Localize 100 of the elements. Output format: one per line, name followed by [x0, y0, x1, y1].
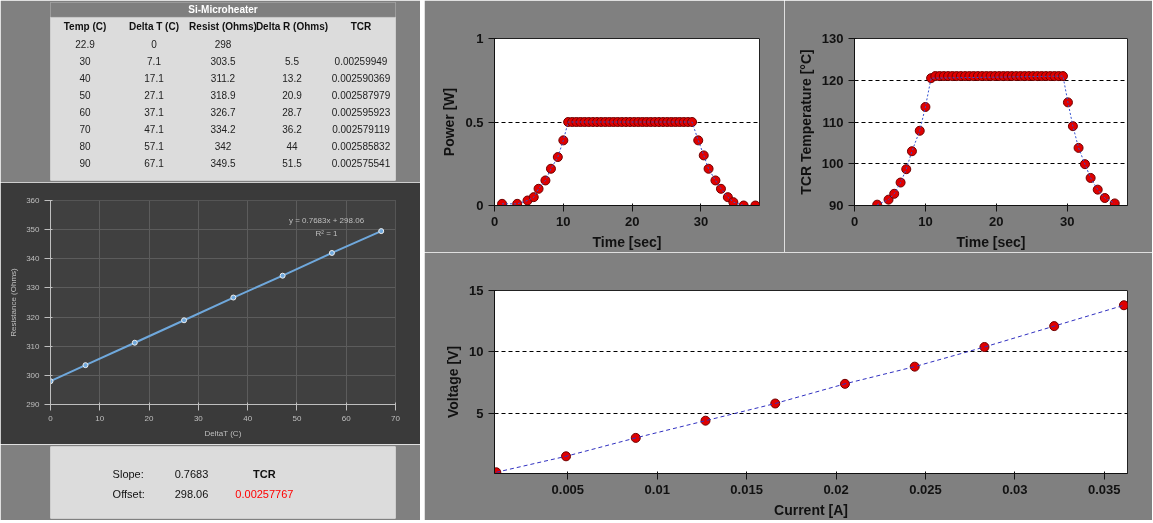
category-label: Delta R (Ohms) — [255, 20, 329, 32]
y-tick-label: 15 — [469, 283, 484, 298]
category-label: Resist (Ohms) — [189, 20, 257, 32]
y-tick-label: 300 — [26, 370, 41, 380]
text: 20.9 — [282, 90, 303, 102]
x-tick-label: 60 — [341, 413, 352, 423]
text: 303.5 — [210, 56, 236, 68]
x-axis-title: Time [sec] — [956, 233, 1026, 250]
x-tick-label: 20 — [624, 213, 640, 229]
x-tick-label: 10 — [95, 413, 105, 423]
x-axis-title: Current [A] — [774, 501, 848, 518]
y-tick-label: 90 — [829, 198, 844, 213]
text: 0.002585832 — [331, 141, 391, 153]
text: 0.00257767 — [235, 488, 294, 501]
text: 57.1 — [144, 141, 165, 153]
text: Si-Microheater — [188, 4, 258, 16]
text: 298 — [214, 38, 232, 50]
y-tick-label: 100 — [821, 156, 844, 172]
text: 27.1 — [144, 90, 165, 102]
text: 0 — [151, 38, 158, 50]
x-axis-title: Time [sec] — [592, 233, 662, 250]
text: 0.00259949 — [334, 56, 388, 68]
y-tick-label: 310 — [26, 341, 41, 351]
y-tick-label: 340 — [26, 254, 41, 264]
text: 0.002590369 — [331, 73, 391, 85]
y-tick-label: 0.5 — [465, 114, 484, 130]
x-tick-label: 10 — [556, 213, 571, 229]
x-tick-label: 40 — [243, 413, 253, 423]
x-tick-label: 0 — [48, 413, 54, 423]
annotation: R² = 1 — [315, 228, 339, 238]
x-tick-label: 70 — [391, 413, 401, 423]
x-tick-label: 0.02 — [823, 481, 849, 497]
text: 67.1 — [144, 158, 165, 170]
annotation: y = 0.7683x + 298.06 — [288, 216, 365, 226]
text: 40 — [79, 73, 91, 85]
x-tick-label: 30 — [193, 413, 204, 423]
text: 80 — [79, 141, 91, 153]
text: 0.002575541 — [331, 158, 391, 170]
y-tick-label: 290 — [26, 400, 41, 409]
y-tick-label: 130 — [821, 31, 844, 46]
text: 326.7 — [210, 107, 236, 119]
x-tick-label: 0 — [850, 213, 859, 229]
y-tick-label: 330 — [26, 283, 41, 293]
y-tick-label: 1 — [476, 31, 484, 46]
text: 0.002595923 — [331, 107, 391, 119]
text: 334.2 — [210, 124, 236, 136]
text: 36.2 — [282, 124, 303, 136]
y-tick-label: 0 — [476, 198, 484, 213]
text: 17.1 — [144, 73, 165, 85]
y-tick-label: 120 — [821, 72, 844, 88]
text: Slope: — [112, 467, 144, 480]
y-tick-label: 320 — [26, 312, 41, 322]
text: 30 — [79, 56, 91, 68]
x-tick-label: 20 — [144, 413, 155, 423]
y-axis-title: Voltage [V] — [445, 345, 462, 419]
y-tick-label: 110 — [822, 114, 844, 130]
x-tick-label: 0.005 — [551, 481, 585, 497]
text: 51.5 — [282, 158, 303, 170]
y-tick-label: 360 — [26, 196, 41, 205]
x-tick-label: 50 — [292, 413, 302, 423]
y-tick-label: 10 — [469, 344, 484, 360]
text: 47.1 — [144, 124, 165, 136]
text: 298.06 — [174, 488, 209, 501]
text: 50 — [79, 90, 91, 102]
x-tick-label: 0 — [490, 213, 499, 229]
text: 7.1 — [147, 56, 162, 68]
x-axis-title: DeltaT (C) — [204, 428, 242, 438]
text: 311.2 — [210, 73, 236, 85]
x-tick-label: 0.01 — [644, 481, 670, 497]
x-tick-label: 30 — [693, 213, 709, 229]
category-label: TCR — [350, 20, 373, 32]
text: 60 — [79, 107, 91, 119]
x-tick-label: 0.015 — [730, 481, 763, 497]
text: 70 — [79, 124, 91, 136]
category-label: Delta T (C) — [129, 20, 179, 32]
y-axis-title: Power [W] — [441, 87, 458, 157]
x-tick-label: 10 — [918, 213, 933, 229]
x-tick-label: 0.025 — [909, 481, 942, 497]
text: 318.9 — [210, 90, 236, 102]
y-axis-title: Resistance (Ohms) — [9, 267, 19, 337]
text: TCR — [253, 467, 276, 480]
x-tick-label: 20 — [989, 213, 1004, 229]
x-tick-label: 0.03 — [1002, 481, 1028, 497]
y-axis-title: TCR Temperature [°C] — [797, 49, 814, 195]
text: 13.2 — [282, 73, 303, 85]
x-tick-label: 0.035 — [1087, 481, 1121, 497]
y-tick-label: 5 — [476, 405, 484, 421]
text: 0.7683 — [174, 467, 209, 480]
text: 0.002579119 — [332, 124, 391, 136]
text: Offset: — [112, 488, 145, 501]
text: 37.1 — [144, 107, 165, 119]
text: 349.5 — [210, 158, 236, 170]
text: 0.002587979 — [331, 90, 391, 102]
text: 44 — [286, 141, 298, 153]
category-label: Temp (C) — [63, 20, 107, 32]
text: 342 — [214, 141, 232, 153]
text: 5.5 — [285, 56, 300, 68]
y-tick-label: 350 — [26, 225, 41, 235]
text: 28.7 — [282, 107, 303, 119]
text: 22.9 — [75, 38, 96, 50]
